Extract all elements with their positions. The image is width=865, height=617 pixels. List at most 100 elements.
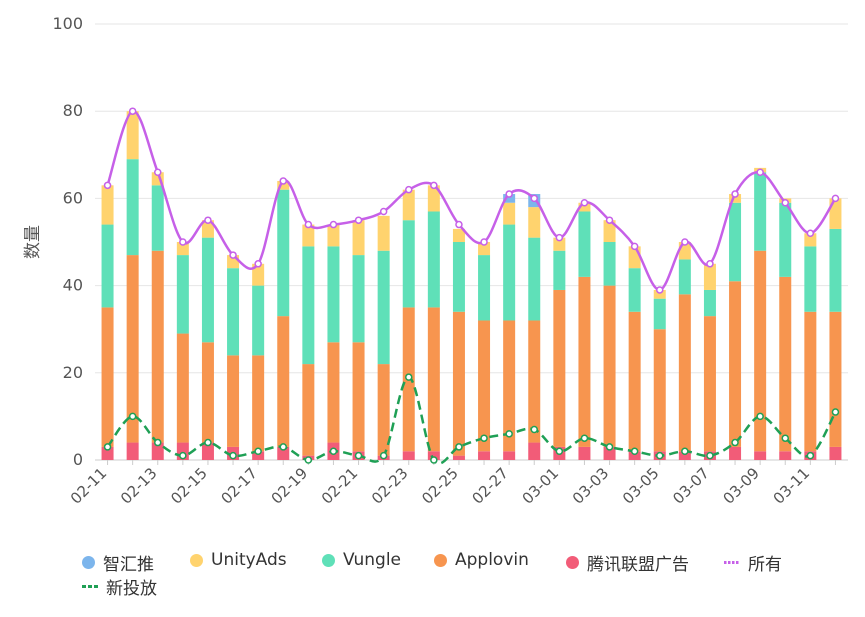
bar-segment [729,281,742,447]
point-new [329,447,338,456]
bar-segment [678,294,691,452]
bar-segment [176,255,189,334]
bar-segment [277,180,290,190]
point-all [304,220,313,229]
x-tick-label: 03-09 [719,464,763,508]
legend-marker [566,556,579,569]
bar-segment [503,194,516,203]
bar-segment [201,442,214,460]
bar-segment [151,250,164,443]
bar-segment [653,289,666,299]
point-all [480,238,488,246]
bar-segment [302,364,315,456]
point-all [505,190,513,198]
point-all [405,185,413,194]
bar-segment [201,220,214,238]
point-new [204,438,212,447]
bar-segment [754,451,767,460]
bar-segment [327,342,340,443]
bar-segment [478,451,491,460]
legend-label: 所有 [748,555,782,575]
x-tick-label: 02-25 [418,464,462,508]
legend-marker [82,556,95,569]
bar-segment [427,307,440,452]
bar-segment [302,224,315,247]
point-all [656,286,664,294]
point-all [379,207,388,216]
bar-segment [327,224,340,247]
legend-item-unityads[interactable]: UnityAds [190,550,287,570]
x-tick-label: 02-21 [318,464,362,508]
bar-segment [729,446,742,460]
bar-segment [101,185,114,225]
bar-segment [402,189,415,221]
point-all [179,238,187,246]
bar-segment [528,207,541,238]
legend-item-all[interactable]: 所有 [724,550,782,575]
point-all [706,260,714,268]
point-all [731,190,739,198]
point-all [806,229,815,238]
point-new [279,443,287,451]
legend-label: Applovin [455,550,529,570]
bar-segment [578,446,591,460]
point-new [580,434,589,442]
bar-segment [377,364,390,456]
bar-segment [829,198,842,229]
bar-segment [452,242,465,312]
bar-segment [277,316,290,447]
bar-segment [653,298,666,330]
bar-segment [201,237,214,343]
bar-segment [151,185,164,251]
bar-segment [804,311,817,452]
legend-marker [82,585,98,588]
bar-segment [503,202,516,225]
x-tick-label: 03-11 [770,464,814,508]
legend-item-vungle[interactable]: Vungle [322,550,401,570]
point-new [530,425,538,434]
bar-segment [101,224,114,308]
point-all [630,242,639,251]
bar-segment [478,255,491,321]
y-axis-title: 数量 [23,225,43,259]
bar-segment [427,451,440,460]
bar-segment [503,451,516,460]
bar-segment [302,246,315,365]
bar-segment [528,237,541,321]
point-all [279,177,287,185]
legend-item-applovin[interactable]: Applovin [434,550,529,570]
legend-label: Vungle [343,550,401,570]
bar-segment [779,451,792,460]
point-all [530,194,538,203]
bar-segment [478,320,491,452]
point-all [455,220,463,229]
point-all [831,194,840,203]
point-new [681,447,689,456]
bar-segment [754,250,767,452]
bar-segment [628,268,641,312]
bar-segment [653,329,666,452]
series-line-new [106,375,837,465]
point-new [254,447,262,456]
point-all [254,260,262,268]
point-new [103,443,112,451]
legend-item-new[interactable]: 新投放 [82,574,157,599]
point-all [354,216,363,224]
bar-segment [703,316,716,452]
point-all [781,199,789,207]
bar-segment [804,233,817,247]
x-tick-label: 03-01 [519,464,563,508]
bar-segment [176,242,189,256]
legend-marker [434,553,447,567]
bar-segment [779,276,792,452]
legend-item-zhihuitui[interactable]: 智汇推 [82,550,154,575]
bar-segment [829,228,842,312]
legend-item-tencent[interactable]: 腾讯联盟广告 [566,550,689,575]
x-tick-label: 02-27 [468,464,512,508]
point-new [405,373,413,381]
point-new [656,451,664,460]
legend-label: UnityAds [211,550,287,570]
bar-segment [377,250,390,365]
point-all [605,216,614,224]
